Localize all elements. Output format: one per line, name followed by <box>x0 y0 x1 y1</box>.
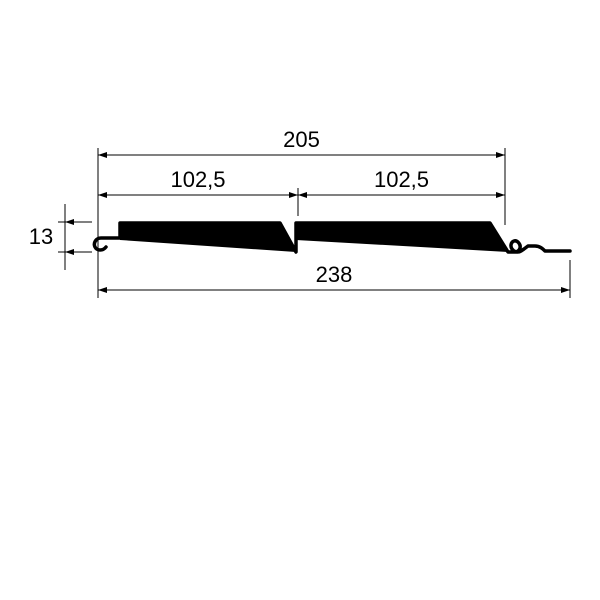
profile-fill <box>296 223 508 252</box>
dimension-value: 102,5 <box>374 167 429 192</box>
dimension-value: 102,5 <box>170 167 225 192</box>
profile-fill <box>120 223 296 252</box>
drawing-svg: 205 102,5 102,5 238 13 <box>0 0 600 600</box>
dimension-labels: 205 102,5 102,5 238 13 <box>29 127 429 287</box>
dimension-value-height: 13 <box>29 224 53 249</box>
dimension-value: 238 <box>316 262 353 287</box>
dimension-value: 205 <box>283 127 320 152</box>
technical-drawing: 205 102,5 102,5 238 13 <box>0 0 600 600</box>
profile-shape <box>94 223 570 252</box>
